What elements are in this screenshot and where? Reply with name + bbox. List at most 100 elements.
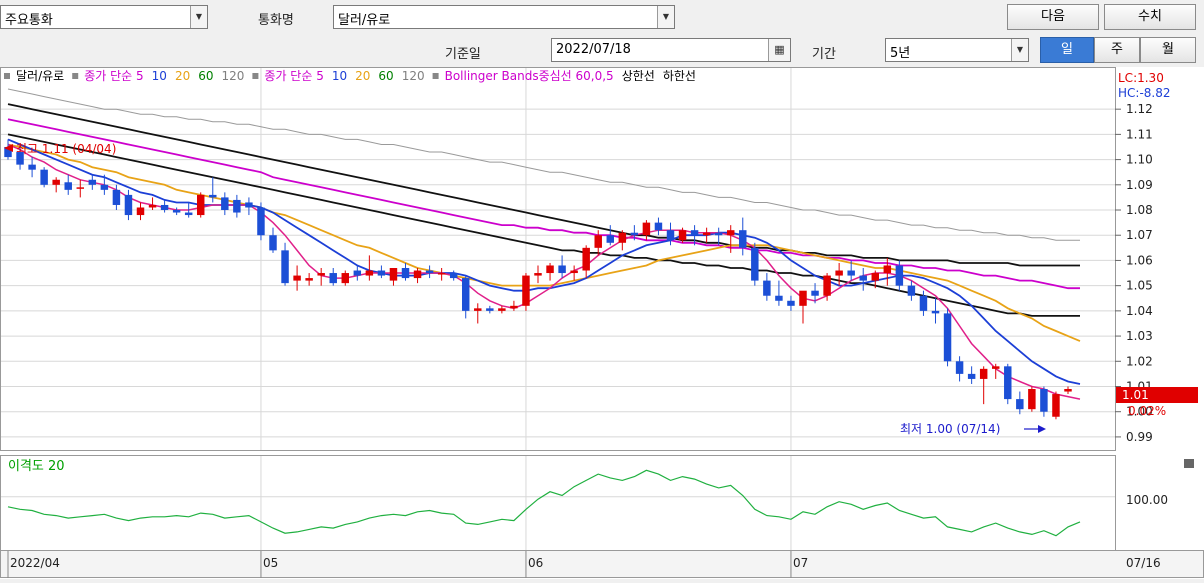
candle-body (1040, 389, 1048, 412)
bb-upper-line (7, 103, 1080, 267)
candle-body (112, 189, 121, 205)
disparity-line (7, 469, 1081, 537)
candle-body (148, 204, 157, 208)
y-tick-label: 1.00 (1126, 405, 1153, 419)
candle-body (1004, 366, 1012, 400)
candle-body (136, 207, 145, 216)
candle-body (522, 275, 530, 306)
chevron-down-icon[interactable]: ▼ (657, 6, 674, 28)
legend-item: 하한선 (663, 69, 696, 83)
candle-body (763, 280, 771, 296)
candle-body (1016, 399, 1024, 410)
candle-body (1028, 389, 1036, 410)
chevron-down-icon[interactable]: ▼ (1011, 39, 1028, 61)
current-price: 1.01 (1122, 388, 1149, 402)
candle-body (100, 184, 109, 190)
y-tick-label: 1.06 (1126, 253, 1153, 267)
tab-monthly[interactable]: 월 (1140, 37, 1196, 63)
y-tick-label: 0.99 (1126, 430, 1153, 444)
x-tick-label: 05 (263, 556, 278, 570)
category-value: 주요통화 (5, 13, 53, 28)
candle-body (847, 270, 855, 276)
candle-body (642, 222, 651, 236)
candle-body (245, 202, 253, 208)
legend: 달러/유로 종가 단순 5 10 20 60 120 종가 단순 5 10 20 60 120 Bol… (4, 69, 696, 83)
y-tick-label: 1.04 (1126, 304, 1153, 318)
candle-body (534, 273, 542, 276)
arrow-right-icon (1038, 425, 1046, 433)
candle-body (510, 305, 518, 309)
candle-body (486, 308, 494, 311)
candle-body (16, 152, 24, 165)
candle-body (690, 230, 699, 236)
sub-chart-title: 이격도 20 (8, 459, 65, 474)
candle-body (377, 270, 386, 276)
chevron-down-icon[interactable]: ▼ (190, 6, 207, 28)
candle-body (991, 366, 1000, 369)
legend-item: 상한선 (622, 69, 655, 83)
candle-body (799, 290, 807, 306)
candle-body (196, 194, 205, 216)
lc-label: LC:1.30 (1118, 71, 1164, 85)
grid-lines (1, 68, 1115, 550)
hc-label: HC:-8.82 (1118, 86, 1171, 100)
bb-lower-line (7, 133, 1080, 317)
currency-select[interactable]: 달러/유로 ▼ (333, 5, 675, 29)
candle-body (582, 247, 590, 271)
high-annotation: 최고 1.11 (04/04) (16, 142, 116, 156)
calendar-icon[interactable]: ▦ (768, 39, 790, 61)
y-tick-label: 1.12 (1126, 102, 1153, 116)
legend-item: 120 (222, 69, 245, 83)
period-select[interactable]: 5년 ▼ (885, 38, 1029, 62)
legend-item: 종가 단순 5 (264, 69, 323, 83)
legend-item: 20 (355, 69, 370, 83)
candle-body (666, 230, 675, 241)
tab-daily[interactable]: 일 (1040, 37, 1094, 63)
legend-marker-icon (432, 73, 439, 79)
current-price-badge (1116, 387, 1198, 403)
period-value: 5년 (890, 46, 911, 61)
candle-body (546, 265, 554, 274)
legend-item: 종가 단순 5 (84, 69, 143, 83)
candle-body (702, 232, 711, 236)
candle-body (461, 278, 470, 311)
candle-body (341, 273, 350, 284)
y-tick-label: 1.08 (1126, 203, 1153, 217)
candle-body (40, 169, 48, 185)
candle-body (883, 265, 892, 274)
candle-body (209, 194, 217, 198)
main-plot-frame (0, 67, 1116, 451)
candle-body (570, 270, 578, 274)
candle-body (124, 194, 133, 216)
x-end-label: 07/16 (1126, 556, 1161, 570)
candle-body (88, 179, 97, 185)
candle-body (449, 273, 458, 279)
category-select[interactable]: 주요통화 ▼ (0, 5, 208, 29)
candle-body (630, 232, 639, 236)
candle-body (317, 273, 325, 276)
expand-icon[interactable] (1184, 459, 1194, 468)
y-tick-label: 1.05 (1126, 279, 1153, 293)
x-tick-label: 2022/04 (10, 556, 60, 570)
x-axis: 2022/04 05 06 07 (7, 551, 808, 578)
candle-body (76, 187, 85, 189)
candle-body (726, 230, 735, 236)
candle-body (787, 300, 795, 306)
date-field[interactable]: 2022/07/18 ▦ (551, 38, 791, 62)
candle-body (967, 373, 976, 379)
candle-body (811, 290, 819, 296)
currency-label: 통화명 (258, 13, 294, 28)
y-tick-label: 1.03 (1126, 329, 1153, 343)
candle-body (979, 368, 988, 379)
candle-body (931, 310, 940, 314)
ma120-line (7, 88, 1080, 241)
date-label: 기준일 (445, 47, 481, 62)
candle-body (871, 273, 880, 281)
candle-body (618, 232, 627, 243)
legend-marker-icon (72, 73, 79, 79)
next-button[interactable]: 다음 (1007, 4, 1099, 30)
candle-body (775, 295, 783, 301)
query-button[interactable]: 수치 (1104, 4, 1196, 30)
tab-weekly[interactable]: 주 (1094, 37, 1140, 63)
y-tick-label: 1.09 (1126, 178, 1153, 192)
